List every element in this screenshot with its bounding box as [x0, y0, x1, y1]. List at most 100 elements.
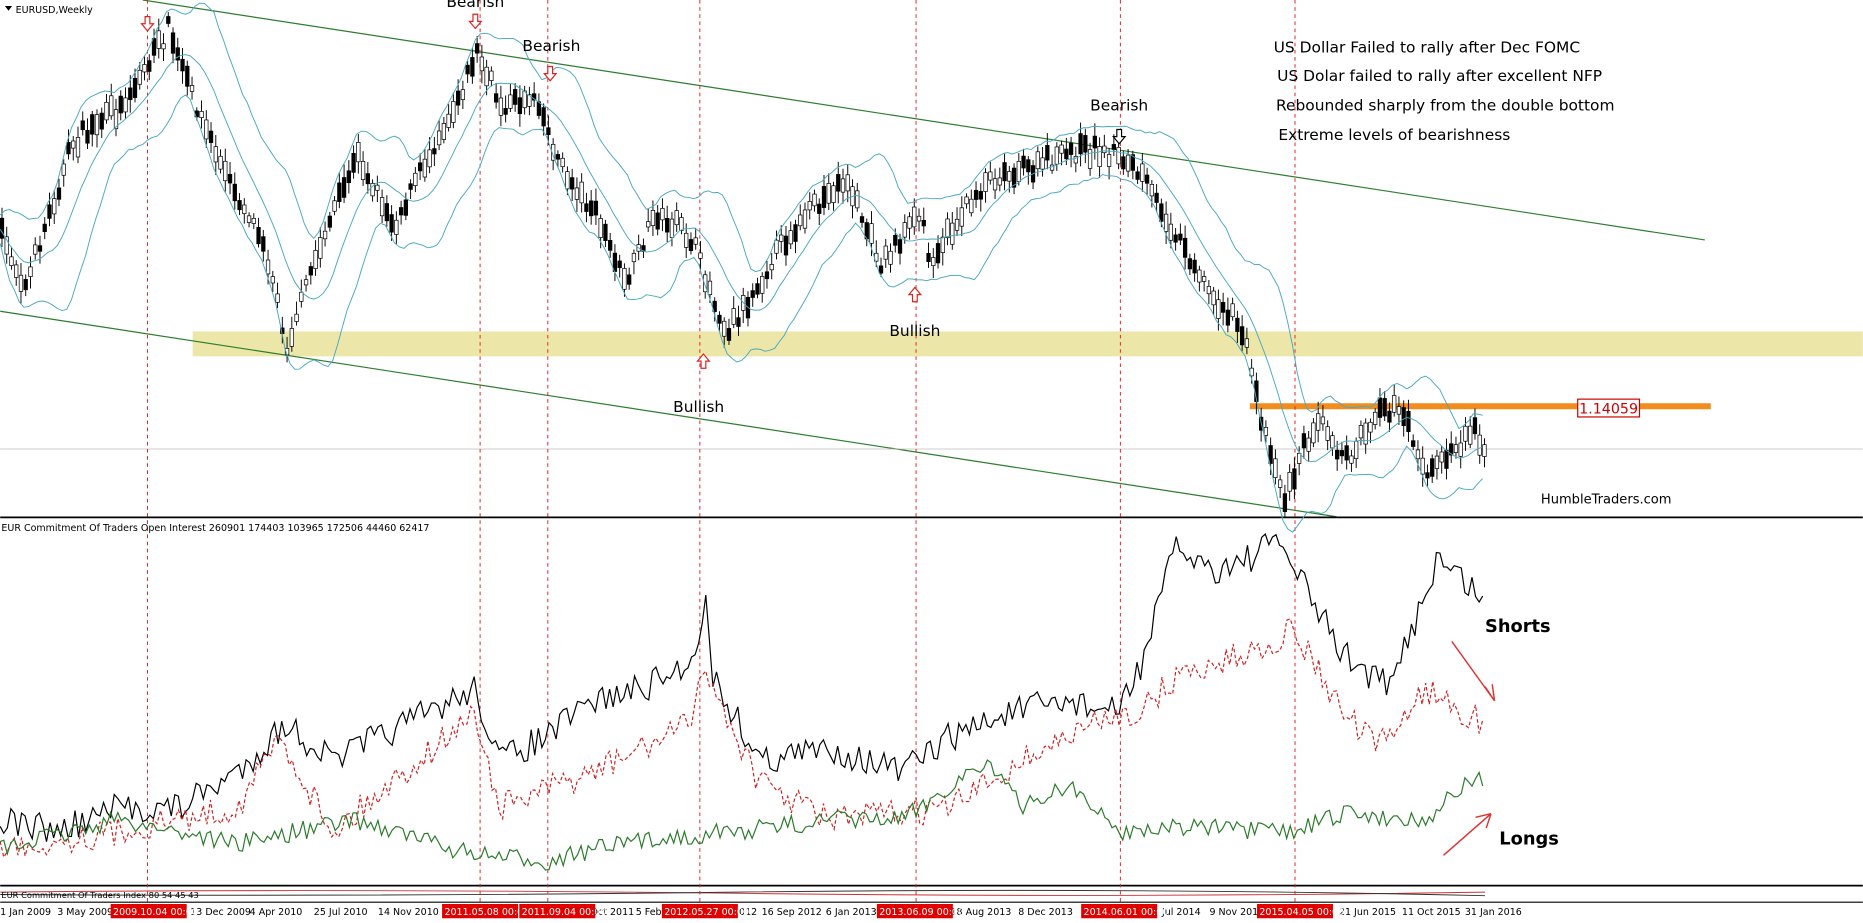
- candle: [351, 152, 356, 173]
- candle: [479, 56, 485, 72]
- candle: [237, 200, 242, 211]
- candle: [1278, 479, 1283, 488]
- candle: [85, 129, 90, 144]
- candle: [275, 293, 280, 303]
- candle: [104, 101, 109, 121]
- annotation: Extreme levels of bearishness: [1278, 126, 1510, 144]
- time-label: 012: [739, 907, 757, 918]
- candle: [189, 85, 195, 92]
- candle: [4, 236, 9, 255]
- candle: [1092, 135, 1097, 149]
- price-box: [1577, 398, 1641, 418]
- candle: [1392, 395, 1397, 413]
- time-label: 16 Sep 2012: [762, 907, 822, 918]
- candle: [75, 137, 81, 158]
- candle: [303, 279, 309, 286]
- signal-label: Bearish: [446, 0, 504, 11]
- candle: [80, 120, 85, 131]
- candle: [1358, 425, 1364, 439]
- candle: [527, 94, 532, 107]
- candle: [498, 97, 504, 116]
- candle: [52, 198, 57, 215]
- candle: [23, 279, 28, 291]
- time-highlight: [110, 903, 187, 919]
- signal-arrow: [468, 13, 483, 30]
- candle: [779, 234, 784, 242]
- time-label: 2011.05.08 00:00: [444, 907, 529, 918]
- candle: [983, 172, 988, 192]
- candle: [703, 274, 708, 293]
- candle: [688, 239, 694, 252]
- candle: [465, 64, 470, 75]
- candle: [593, 200, 599, 216]
- candle: [417, 162, 423, 172]
- candle: [1035, 151, 1040, 170]
- candle: [731, 308, 736, 325]
- cot-line: [0, 618, 1484, 859]
- candle: [493, 93, 499, 103]
- candle: [1263, 427, 1269, 436]
- watermark: HumbleTraders.com: [1541, 493, 1672, 508]
- candle: [213, 146, 218, 163]
- candle: [1197, 269, 1202, 283]
- candle: [536, 101, 542, 116]
- candle: [774, 239, 779, 254]
- candle: [299, 291, 304, 302]
- candle: [1068, 142, 1074, 155]
- candle: [883, 245, 888, 260]
- time-label: 3 May 2009: [57, 907, 113, 918]
- candle: [532, 93, 537, 101]
- candle: [1406, 410, 1411, 433]
- candle: [1292, 468, 1297, 490]
- candle: [902, 222, 907, 238]
- candle: [1192, 259, 1197, 274]
- candle: [503, 108, 508, 115]
- candle: [1135, 171, 1140, 180]
- candle: [964, 196, 969, 205]
- candle: [1225, 309, 1231, 326]
- candle: [1054, 146, 1059, 165]
- candle: [912, 206, 917, 228]
- signal-arrow: [1111, 128, 1127, 145]
- candle: [570, 177, 575, 190]
- candle: [365, 173, 370, 185]
- signal-arrow: [542, 65, 558, 82]
- symbol: EURUSD,Weekly: [16, 5, 94, 16]
- candle: [1415, 449, 1421, 460]
- candle: [90, 114, 95, 135]
- shorts-label: Shorts: [1485, 616, 1551, 637]
- candle: [893, 234, 898, 246]
- candle: [99, 112, 104, 130]
- candle: [726, 328, 732, 341]
- candle: [1282, 493, 1288, 512]
- candle: [451, 101, 456, 123]
- candle: [589, 200, 594, 217]
- candle: [869, 223, 874, 244]
- channel-upper: [142, 0, 1705, 241]
- time-label: 21 Jun 2015: [1339, 907, 1396, 918]
- time-label: 2014.06.01 00:00: [1084, 907, 1169, 918]
- candle: [337, 182, 342, 202]
- candle: [175, 47, 180, 61]
- candle: [555, 154, 561, 160]
- candle: [294, 313, 299, 322]
- candle: [603, 223, 608, 241]
- candle: [289, 328, 294, 347]
- time-label: 5 Feb: [636, 907, 662, 918]
- candle: [227, 173, 233, 184]
- candle: [508, 94, 513, 109]
- candle: [807, 201, 812, 211]
- candle: [42, 223, 47, 232]
- candle: [950, 222, 955, 245]
- candle: [389, 214, 394, 233]
- candle: [1016, 160, 1021, 182]
- candle: [855, 190, 860, 209]
- candle: [1220, 302, 1226, 313]
- candle: [208, 130, 214, 143]
- support-zone: [192, 331, 1863, 357]
- candle: [1396, 406, 1402, 415]
- candle: [1453, 444, 1459, 453]
- time-label: 31 Jan 2016: [1465, 907, 1522, 918]
- time-highlight: [876, 903, 953, 919]
- candle: [379, 197, 385, 217]
